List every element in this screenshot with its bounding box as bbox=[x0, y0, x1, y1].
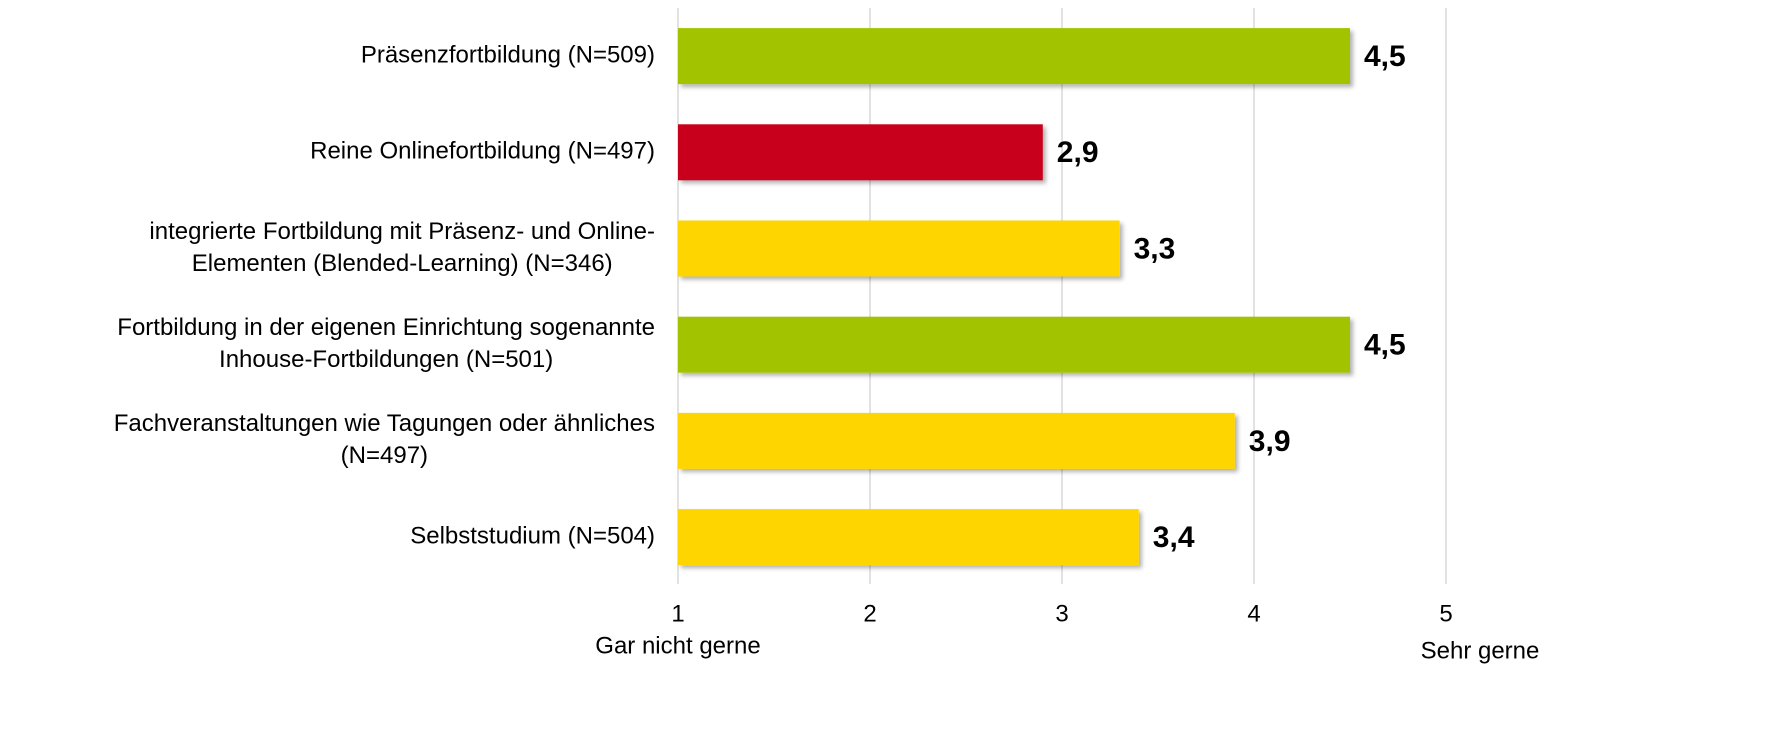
x-tick-label: 2 bbox=[863, 600, 876, 627]
bar bbox=[678, 220, 1120, 277]
value-label: 3,9 bbox=[1249, 425, 1291, 458]
category-label: Fortbildung in der eigenen Einrichtung s… bbox=[117, 314, 655, 341]
value-label: 3,4 bbox=[1153, 521, 1195, 554]
category-label: Elementen (Blended-Learning) (N=346) bbox=[192, 250, 613, 277]
value-label: 4,5 bbox=[1364, 40, 1406, 73]
bar bbox=[678, 412, 1235, 469]
category-label: Selbststudium (N=504) bbox=[410, 522, 655, 549]
bar bbox=[678, 316, 1350, 373]
value-label: 3,3 bbox=[1134, 232, 1176, 265]
category-label: Präsenzfortbildung (N=509) bbox=[361, 41, 655, 68]
value-label: 4,5 bbox=[1364, 329, 1406, 362]
bar bbox=[678, 28, 1350, 85]
category-label: (N=497) bbox=[341, 442, 428, 469]
category-label: Inhouse-Fortbildungen (N=501) bbox=[219, 346, 553, 373]
category-label: Fachveranstaltungen wie Tagungen oder äh… bbox=[114, 410, 655, 437]
category-label: Reine Onlinefortbildung (N=497) bbox=[310, 138, 655, 165]
x-tick-label: 1 bbox=[671, 600, 684, 627]
x-tick-label: 4 bbox=[1247, 600, 1260, 627]
bar bbox=[678, 124, 1043, 181]
x-tick-label: 5 bbox=[1439, 600, 1452, 627]
bar bbox=[678, 509, 1139, 566]
axis-max-label: Sehr gerne bbox=[1421, 637, 1540, 664]
axis-min-label: Gar nicht gerne bbox=[595, 632, 760, 659]
x-tick-label: 3 bbox=[1055, 600, 1068, 627]
category-label: integrierte Fortbildung mit Präsenz- und… bbox=[149, 218, 655, 245]
value-label: 2,9 bbox=[1057, 136, 1099, 169]
